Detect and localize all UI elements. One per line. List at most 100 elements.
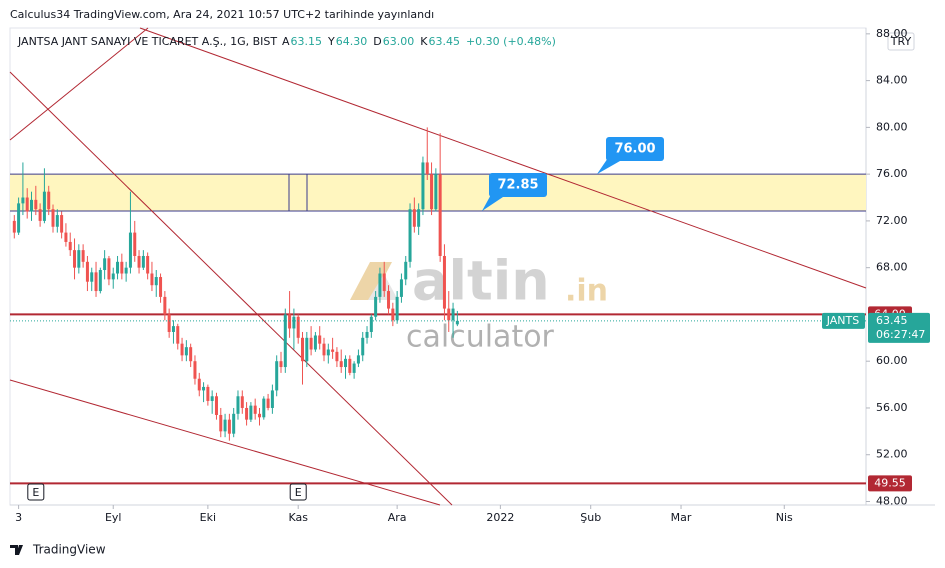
- candle-body: [73, 250, 77, 268]
- last-price-tag: [868, 312, 930, 343]
- candle-body: [159, 277, 163, 297]
- y-tick-label: 88.00: [876, 27, 908, 40]
- y-tick-label: 84.00: [876, 74, 908, 87]
- candle-body: [12, 220, 16, 233]
- candle-body: [374, 296, 378, 317]
- callout-label: 72.85: [497, 178, 538, 193]
- last-name-tag: [822, 312, 865, 329]
- candle-body: [176, 326, 180, 344]
- candle-body: [356, 355, 360, 364]
- y-tick-label: 72.00: [876, 214, 908, 227]
- candle-body: [309, 337, 313, 350]
- candle-body: [34, 199, 38, 210]
- candle-body: [55, 215, 59, 227]
- candle-body: [42, 191, 46, 221]
- candle-body: [387, 291, 391, 309]
- footer-icon: [10, 545, 23, 555]
- candle-body: [17, 203, 21, 233]
- zone-fill: [10, 174, 866, 211]
- watermark: altin .in calculator: [350, 250, 608, 355]
- legend-open: 63.15: [291, 35, 323, 48]
- candle-body: [51, 209, 55, 227]
- y-tick-label: 52.00: [876, 448, 908, 461]
- callout-box: [489, 173, 547, 197]
- candle-body: [430, 174, 434, 210]
- candle-body: [111, 273, 115, 280]
- trend-line: [9, 27, 149, 141]
- candle-body: [232, 413, 236, 434]
- level-tag: [868, 475, 912, 492]
- event-box: [27, 483, 45, 501]
- y-tick-label: 80.00: [876, 120, 908, 133]
- callout-label: 76.00: [614, 142, 655, 157]
- candle-body: [296, 316, 300, 338]
- candle-body: [116, 261, 120, 274]
- y-tick-label: 56.00: [876, 401, 908, 414]
- candle-body: [214, 396, 218, 415]
- trend-lines: [9, 27, 867, 506]
- candle-body: [30, 199, 34, 212]
- candle-body: [288, 314, 292, 329]
- candle-body: [202, 386, 206, 391]
- candle-body: [438, 174, 442, 256]
- trend-line: [9, 71, 453, 506]
- candle-body: [240, 396, 244, 408]
- candle-body: [318, 335, 322, 344]
- candle-body: [300, 337, 305, 362]
- x-tick-label: Eyl: [105, 511, 122, 524]
- candle-body: [412, 209, 416, 227]
- candle-body: [60, 215, 64, 233]
- legend-close-label: K: [420, 35, 428, 48]
- candle-body: [197, 378, 201, 391]
- currency-box: [887, 32, 915, 51]
- trend-line: [9, 379, 441, 506]
- currency: TRY: [890, 35, 912, 48]
- candle-body: [352, 363, 356, 373]
- last-price: 63.45: [876, 314, 908, 327]
- candle-body: [378, 273, 382, 297]
- candle-body: [128, 232, 132, 268]
- x-tick-label: Kas: [288, 511, 308, 524]
- legend-low-label: D: [373, 35, 381, 48]
- watermark-sub: calculator: [406, 320, 555, 355]
- event-label: E: [32, 486, 39, 499]
- candle-body: [141, 255, 145, 268]
- x-tick-label: Ara: [388, 511, 407, 524]
- candle-body: [365, 331, 369, 338]
- candle-body: [275, 361, 279, 391]
- candle-body: [395, 296, 399, 321]
- candle-body: [249, 405, 253, 420]
- legend-high-label: Y: [327, 35, 335, 48]
- candle-body: [305, 337, 309, 362]
- candle-body: [219, 414, 223, 432]
- watermark-tld: .in: [565, 274, 608, 309]
- x-tick-label: Mar: [671, 511, 692, 524]
- candle-body: [146, 255, 150, 274]
- candle-body: [98, 270, 102, 292]
- candle-body: [81, 250, 85, 262]
- event-label: E: [295, 486, 302, 499]
- watermark-logo: [350, 262, 392, 300]
- candle-body: [163, 296, 167, 315]
- candle-body: [223, 419, 227, 432]
- candle-body: [180, 343, 184, 356]
- candle-body: [257, 413, 261, 418]
- candle-body: [266, 398, 270, 408]
- footer: TradingView: [32, 543, 106, 557]
- candle-body: [189, 347, 193, 362]
- candle-body: [391, 308, 395, 321]
- candle-body: [124, 267, 128, 274]
- candle-body: [344, 358, 348, 368]
- candle-body: [210, 396, 214, 401]
- candle-body: [335, 351, 339, 362]
- candle-body: [262, 398, 266, 418]
- candle-body: [279, 361, 283, 368]
- candle-body: [236, 396, 240, 414]
- candle-body: [137, 255, 141, 268]
- candle-body: [184, 347, 188, 356]
- candle-body: [77, 250, 81, 268]
- level-label: 49.55: [874, 476, 906, 489]
- footer-logo: TradingView: [10, 543, 106, 557]
- candle-body: [193, 361, 197, 379]
